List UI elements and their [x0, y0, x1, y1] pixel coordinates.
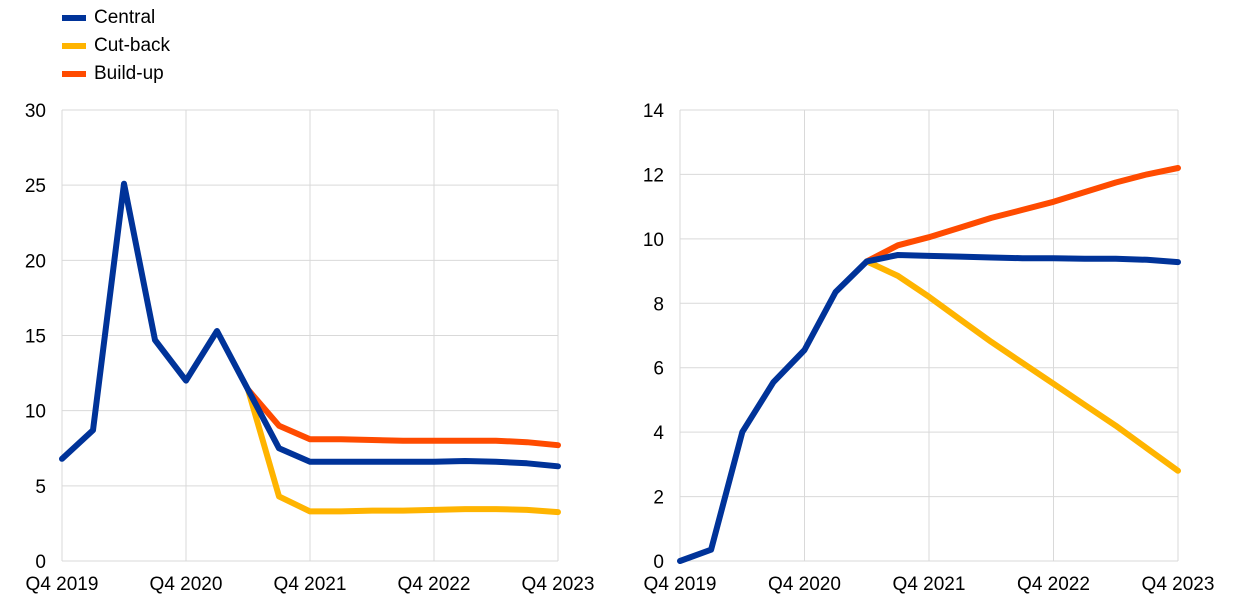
x-tick-label: Q4 2019 — [26, 574, 99, 595]
y-tick-label: 10 — [643, 230, 664, 251]
y-tick-label: 0 — [35, 552, 46, 573]
x-tick-label: Q4 2021 — [893, 574, 966, 595]
y-tick-label: 8 — [653, 294, 664, 315]
legend-swatch — [62, 15, 86, 21]
y-tick-label: 5 — [35, 477, 46, 498]
legend-item-cut-back: Cut-back — [62, 32, 170, 60]
y-tick-label: 30 — [25, 101, 46, 122]
y-tick-label: 14 — [643, 101, 665, 122]
x-tick-label: Q4 2020 — [150, 574, 223, 595]
x-tick-label: Q4 2022 — [1017, 574, 1090, 595]
legend-swatch — [62, 43, 86, 49]
y-tick-label: 4 — [653, 423, 664, 444]
y-tick-label: 12 — [643, 165, 664, 186]
legend-label: Build-up — [94, 63, 164, 84]
series-line-central — [59, 180, 561, 470]
y-tick-label: 20 — [25, 251, 46, 272]
y-tick-label: 15 — [25, 327, 46, 348]
legend: Central Cut-back Build-up — [62, 4, 170, 88]
y-tick-label: 10 — [25, 402, 46, 423]
y-tick-label: 6 — [653, 359, 664, 380]
y-tick-label: 2 — [653, 488, 664, 509]
legend-label: Central — [94, 7, 156, 28]
series-line-build-up — [863, 165, 1181, 265]
y-tick-label: 25 — [25, 176, 46, 197]
series-line-cut-back — [245, 386, 561, 516]
legend-item-build-up: Build-up — [62, 60, 170, 88]
x-tick-label: Q4 2019 — [644, 574, 717, 595]
series-line-cut-back — [863, 258, 1181, 474]
series-line-central — [677, 252, 1181, 564]
legend-item-central: Central — [62, 4, 170, 32]
x-tick-label: Q4 2023 — [1142, 574, 1215, 595]
legend-swatch — [62, 71, 86, 77]
series-line-build-up — [245, 386, 561, 449]
x-tick-label: Q4 2023 — [522, 574, 595, 595]
legend-label: Cut-back — [94, 35, 171, 56]
x-tick-label: Q4 2022 — [398, 574, 471, 595]
x-tick-label: Q4 2020 — [768, 574, 841, 595]
x-tick-label: Q4 2021 — [274, 574, 347, 595]
y-tick-label: 0 — [653, 552, 664, 573]
